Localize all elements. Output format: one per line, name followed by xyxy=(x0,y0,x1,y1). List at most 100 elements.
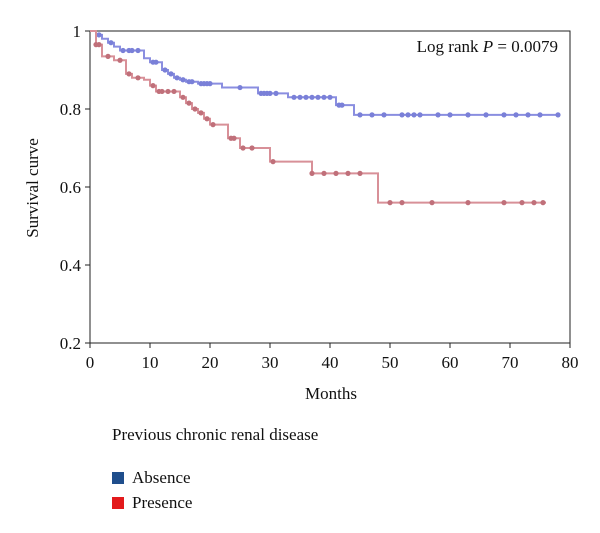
legend-label-presence: Presence xyxy=(132,492,193,512)
censor-mark-presence xyxy=(270,159,276,165)
censor-mark-absence xyxy=(135,47,141,54)
log-rank-annotation: Log rank P = 0.0079 xyxy=(417,37,558,56)
legend: Previous chronic renal disease Absence P… xyxy=(112,425,318,515)
censor-mark-absence xyxy=(189,79,195,85)
censor-mark-absence xyxy=(327,94,333,100)
censor-mark-presence xyxy=(186,100,192,106)
censor-mark-presence xyxy=(333,170,339,176)
censor-mark-absence xyxy=(369,112,375,118)
censor-mark-absence xyxy=(174,75,180,81)
censor-mark-absence xyxy=(267,90,273,96)
censor-mark-presence xyxy=(387,200,393,206)
censor-mark-absence xyxy=(273,90,279,96)
y-tick-label: 0.8 xyxy=(60,100,81,119)
censor-mark-absence xyxy=(411,112,417,118)
y-tick-label: 0.6 xyxy=(60,178,81,197)
censor-mark-absence xyxy=(297,94,303,100)
censor-mark-presence xyxy=(198,110,204,116)
y-axis-label: Survival curve xyxy=(23,138,42,238)
censor-mark-presence xyxy=(117,57,123,63)
y-tick-label: 0.4 xyxy=(60,256,82,275)
censor-mark-presence xyxy=(519,200,525,206)
censor-mark-presence xyxy=(465,200,471,206)
censor-mark-presence xyxy=(231,135,237,141)
censor-mark-absence xyxy=(501,112,507,118)
censor-mark-absence xyxy=(339,102,345,108)
x-tick-label: 30 xyxy=(262,353,279,372)
censor-mark-presence xyxy=(126,71,132,77)
x-tick-label: 20 xyxy=(202,353,219,372)
censor-mark-absence xyxy=(381,112,387,118)
plot-frame xyxy=(89,30,571,344)
censor-mark-absence xyxy=(537,112,543,118)
survival-chart: 0 10 20 30 40 50 60 70 80 0.2 0.4 0.6 0.8 1 Log rank … xyxy=(23,22,579,403)
censor-mark-presence xyxy=(171,88,177,95)
censor-mark-presence xyxy=(345,170,351,176)
legend-item-absence: Absence xyxy=(112,465,318,490)
x-tick-label: 40 xyxy=(322,353,339,372)
y-tick-label: 1 xyxy=(73,22,82,41)
x-tick-label: 10 xyxy=(142,353,159,372)
censor-mark-absence xyxy=(180,77,186,83)
censor-mark-presence xyxy=(501,200,507,206)
x-tick-label: 70 xyxy=(502,353,519,372)
censor-mark-presence xyxy=(192,106,198,112)
censor-mark-presence xyxy=(165,88,171,95)
censor-mark-absence xyxy=(555,112,561,118)
legend-label-absence: Absence xyxy=(132,467,191,487)
censor-mark-absence xyxy=(303,94,309,100)
censor-mark-presence xyxy=(240,145,246,151)
censor-mark-absence xyxy=(357,112,363,118)
censor-mark-presence xyxy=(105,53,111,59)
censor-mark-absence xyxy=(129,47,135,54)
x-tick-label: 50 xyxy=(382,353,399,372)
censor-mark-presence xyxy=(531,200,537,206)
censor-mark-absence xyxy=(525,112,531,118)
censor-mark-absence xyxy=(483,112,489,118)
censor-mark-absence xyxy=(321,94,327,100)
legend-swatch-absence xyxy=(112,471,124,484)
series-line-presence xyxy=(90,30,546,204)
censor-mark-presence xyxy=(429,200,435,206)
censor-mark-presence xyxy=(540,200,546,206)
censor-mark-presence xyxy=(321,170,327,176)
y-tick-label: 0.2 xyxy=(60,334,81,353)
legend-item-presence: Presence xyxy=(112,490,318,515)
censor-mark-absence xyxy=(465,112,471,118)
x-tick-label: 0 xyxy=(86,353,95,372)
censor-mark-absence xyxy=(168,71,174,77)
censor-mark-absence xyxy=(120,47,126,54)
censor-mark-presence xyxy=(96,42,102,48)
censor-mark-absence xyxy=(162,67,168,73)
censor-mark-presence xyxy=(309,170,315,176)
censor-mark-presence xyxy=(357,170,363,176)
censor-mark-absence xyxy=(108,40,114,46)
censor-mark-presence xyxy=(210,122,216,128)
legend-title: Previous chronic renal disease xyxy=(112,425,319,444)
censor-mark-absence xyxy=(207,81,213,87)
censor-mark-absence xyxy=(237,84,243,91)
censor-mark-presence xyxy=(180,94,186,100)
censor-mark-absence xyxy=(447,112,453,118)
censor-mark-presence xyxy=(399,200,405,206)
x-tick-label: 60 xyxy=(442,353,459,372)
censor-mark-absence xyxy=(153,59,159,65)
series-layer xyxy=(90,30,561,206)
x-tick-label: 80 xyxy=(562,353,579,372)
censor-mark-absence xyxy=(96,32,102,38)
censor-mark-absence xyxy=(435,112,441,118)
censor-mark-presence xyxy=(204,116,210,122)
censor-mark-absence xyxy=(315,94,321,100)
legend-swatch-presence xyxy=(112,496,124,509)
censor-mark-absence xyxy=(513,112,519,118)
censor-mark-presence xyxy=(150,83,156,89)
censor-mark-presence xyxy=(159,88,165,95)
censor-mark-presence xyxy=(135,75,141,81)
censor-mark-absence xyxy=(399,112,405,118)
x-axis-label: Months xyxy=(305,384,357,403)
censor-mark-absence xyxy=(309,94,315,100)
censor-mark-presence xyxy=(249,145,255,151)
axes: 0 10 20 30 40 50 60 70 80 0.2 0.4 0.6 0.8 1 xyxy=(60,22,579,372)
censor-mark-absence xyxy=(291,94,297,100)
censor-mark-absence xyxy=(417,112,423,118)
